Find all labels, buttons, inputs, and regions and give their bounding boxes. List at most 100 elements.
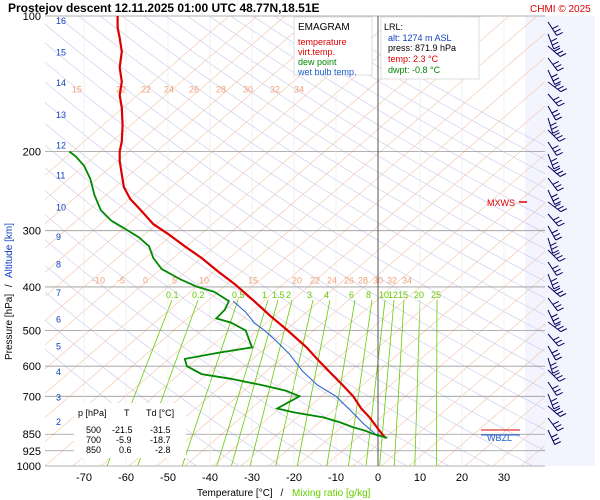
wind-barb-feather bbox=[554, 64, 562, 69]
wind-barb-feather bbox=[555, 236, 562, 241]
wind-barb bbox=[547, 213, 565, 227]
chart-title: Prostejov descent 12.11.2025 01:00 UTC 4… bbox=[8, 1, 320, 15]
wind-barb-feather bbox=[553, 96, 560, 101]
x-axis-label-mixing: Mixing ratio [g/kg] bbox=[292, 488, 371, 499]
wind-barb bbox=[547, 429, 561, 445]
wind-barb-feather bbox=[554, 441, 561, 445]
mixing-ratio-label: 15 bbox=[398, 290, 408, 300]
mixing-ratio-label: 2 bbox=[286, 290, 291, 300]
wind-barb-feather bbox=[554, 323, 561, 328]
altitude-label: 11 bbox=[56, 170, 65, 180]
mixing-ratio-label: 0.1 bbox=[166, 290, 179, 300]
isotherm-label: 24 bbox=[327, 275, 337, 285]
wind-barb bbox=[547, 357, 559, 374]
table-cell: -31.5 bbox=[150, 425, 171, 435]
isotherm-label: 26 bbox=[189, 85, 199, 95]
legend-temperature: temperature bbox=[298, 37, 347, 47]
mixing-ratio-label: 10 bbox=[379, 290, 389, 300]
wind-barb-feather bbox=[553, 336, 560, 341]
wind-barb-feather bbox=[557, 325, 564, 330]
wind-barb bbox=[547, 237, 559, 254]
wind-barb-feather bbox=[551, 313, 558, 318]
isotherm-line bbox=[45, 32, 545, 466]
isotherm-line bbox=[436, 372, 545, 466]
pressure-tick-label: 850 bbox=[23, 429, 41, 441]
x-axis-label: Temperature [°C] / Mixing ratio [g/kg] bbox=[197, 488, 371, 499]
sounding-table: p [hPa] T Td [°C] 500 -21.5 -31.5 700 -5… bbox=[74, 403, 186, 458]
wind-barb bbox=[547, 117, 559, 134]
wind-barb-feather bbox=[550, 38, 558, 42]
isotherm-line bbox=[100, 81, 545, 466]
dry-adiabat bbox=[78, 16, 545, 316]
isotherm-line bbox=[72, 57, 545, 466]
isotherm-line bbox=[45, 16, 398, 322]
wind-barb-feather bbox=[552, 265, 559, 270]
isotherm-label: -10 bbox=[92, 275, 105, 285]
table-header-t: T bbox=[124, 408, 130, 418]
wind-barb bbox=[547, 333, 565, 347]
wind-barb bbox=[547, 249, 566, 262]
wbzl-label: WBZL bbox=[487, 433, 512, 443]
altitude-label: 8 bbox=[56, 260, 61, 270]
wind-barb-feather bbox=[551, 433, 558, 438]
wind-barb bbox=[547, 105, 562, 121]
temperature-tick-label: -70 bbox=[76, 472, 92, 484]
wind-barb bbox=[547, 285, 567, 297]
isotherms bbox=[45, 16, 545, 466]
temperature-tick-label: -40 bbox=[202, 472, 218, 484]
mixing-ratio-label: 1 bbox=[262, 290, 267, 300]
copyright: CHMI © 2025 bbox=[530, 4, 591, 15]
temperature-tick-label: 0 bbox=[375, 472, 381, 484]
dry-adiabat bbox=[143, 16, 545, 266]
mixing-ratio-label: 12 bbox=[388, 290, 398, 300]
isotherm-line bbox=[212, 178, 545, 466]
wind-barb-feather bbox=[551, 246, 558, 250]
wind-barb-feather bbox=[552, 60, 560, 65]
wind-barb-feather bbox=[556, 255, 563, 259]
wind-barb bbox=[547, 165, 567, 177]
y-axis-label-sep: / bbox=[4, 284, 15, 287]
wind-barb bbox=[547, 33, 560, 50]
wind-barb-feather bbox=[552, 437, 560, 442]
wind-barb-feather bbox=[553, 132, 560, 137]
wind-barb-feather bbox=[557, 85, 564, 90]
wind-barb-feather bbox=[551, 349, 559, 354]
wind-barb-feather bbox=[558, 342, 565, 347]
wind-barb-feather bbox=[559, 173, 567, 177]
wind-barb-feather bbox=[555, 356, 562, 361]
wind-barb-feather bbox=[556, 170, 564, 175]
wind-barb-feather bbox=[553, 113, 561, 117]
wind-barb-feather bbox=[554, 203, 561, 208]
table-header-td: Td [°C] bbox=[146, 408, 174, 418]
wind-barb bbox=[547, 273, 560, 290]
wind-barb bbox=[547, 93, 565, 107]
lrl-box: LRL: alt: 1274 m ASL press: 871.9 hPa te… bbox=[380, 16, 480, 80]
mixing-ratio-line bbox=[393, 299, 405, 466]
pressure-tick-labels: 100 200 300 400 500 600 700 850 925 1000 bbox=[17, 11, 41, 473]
wind-barb-feather bbox=[557, 205, 564, 210]
altitude-label: 15 bbox=[56, 48, 66, 58]
wind-barb-feather bbox=[552, 77, 560, 82]
wind-barb-feather bbox=[553, 216, 560, 221]
wind-barb-feather bbox=[560, 208, 568, 213]
wind-barb-feather bbox=[550, 278, 558, 282]
isotherm-label: 26 bbox=[344, 275, 354, 285]
dry-adiabat bbox=[45, 102, 545, 430]
wind-barb-feather bbox=[552, 25, 559, 30]
wind-barb bbox=[547, 309, 561, 325]
pressure-tick-label: 925 bbox=[23, 446, 41, 458]
isotherm-line bbox=[380, 323, 545, 466]
wind-barb bbox=[547, 321, 568, 333]
temperature-tick-labels: -70 -60 -50 -40 -30 -20 -10 0 10 20 30 bbox=[76, 472, 510, 484]
wind-barb bbox=[547, 57, 564, 72]
dry-adiabat bbox=[56, 16, 545, 334]
legend-dewpoint: dew point bbox=[298, 57, 337, 67]
wind-barb-feather bbox=[553, 252, 560, 257]
pressure-tick-label: 100 bbox=[23, 11, 41, 23]
pressure-tick-label: 1000 bbox=[17, 461, 41, 473]
wind-barb-shaft bbox=[547, 249, 560, 262]
x-axis-label-temp: Temperature [°C] bbox=[197, 488, 273, 499]
wind-barb-feather bbox=[553, 353, 561, 357]
legend-virt-temp: virt.temp. bbox=[298, 47, 335, 57]
